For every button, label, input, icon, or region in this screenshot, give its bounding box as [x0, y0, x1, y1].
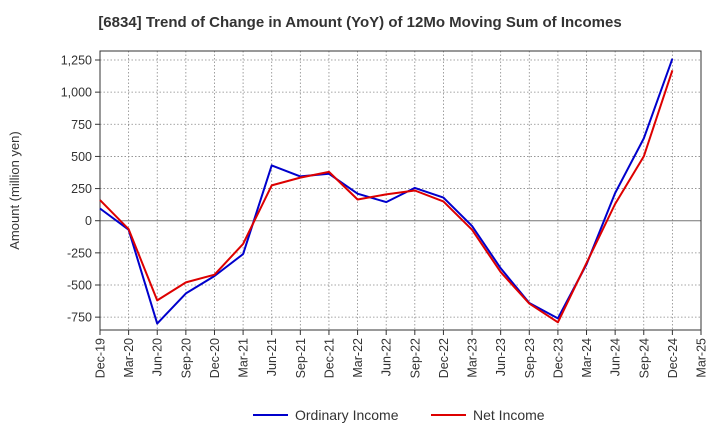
- x-tick-label: Mar-23: [466, 338, 480, 378]
- y-tick-label: -750: [67, 311, 92, 325]
- x-tick-label: Mar-21: [237, 338, 251, 378]
- x-tick-label: Dec-21: [322, 338, 336, 378]
- y-tick-label: 500: [71, 150, 92, 164]
- x-tick-label: Jun-21: [265, 338, 279, 376]
- y-tick-label: 1,000: [61, 86, 92, 100]
- x-tick-label: Sep-21: [294, 338, 308, 378]
- y-axis-label: Amount (million yen): [7, 131, 22, 250]
- x-tick-label: Sep-20: [179, 338, 193, 378]
- x-tick-label: Dec-22: [437, 338, 451, 378]
- series-line-net-income: [99, 69, 674, 324]
- y-tick-label: -250: [67, 246, 92, 260]
- x-tick-label: Jun-20: [151, 338, 165, 376]
- x-tick-label: Jun-23: [494, 338, 508, 376]
- x-tick-label: Sep-24: [637, 338, 651, 378]
- x-tick-label: Dec-20: [208, 338, 222, 378]
- chart-title: [6834] Trend of Change in Amount (YoY) o…: [98, 14, 622, 31]
- x-tick-label: Mar-20: [122, 338, 136, 378]
- x-tick-label: Mar-25: [695, 338, 709, 378]
- x-tick-label: Dec-23: [551, 338, 565, 378]
- x-tick-label: Jun-22: [380, 338, 394, 376]
- x-tick-label: Sep-23: [523, 338, 537, 378]
- x-tick-label: Dec-19: [94, 338, 108, 378]
- x-tick-label: Mar-22: [351, 338, 365, 378]
- x-tick-label: Jun-24: [609, 338, 623, 376]
- x-tick-label: Dec-24: [666, 338, 680, 378]
- plot-frame: [99, 50, 702, 331]
- y-tick-label: -500: [67, 279, 92, 293]
- x-tick-label: Mar-24: [580, 338, 594, 378]
- y-tick-label: 250: [71, 182, 92, 196]
- legend-label: Ordinary Income: [295, 407, 399, 423]
- y-tick-label: 1,250: [61, 54, 92, 68]
- y-tick-label: 0: [85, 214, 92, 228]
- y-tick-label: 750: [71, 118, 92, 132]
- x-tick-label: Sep-22: [408, 338, 422, 378]
- legend-label: Net Income: [473, 407, 545, 423]
